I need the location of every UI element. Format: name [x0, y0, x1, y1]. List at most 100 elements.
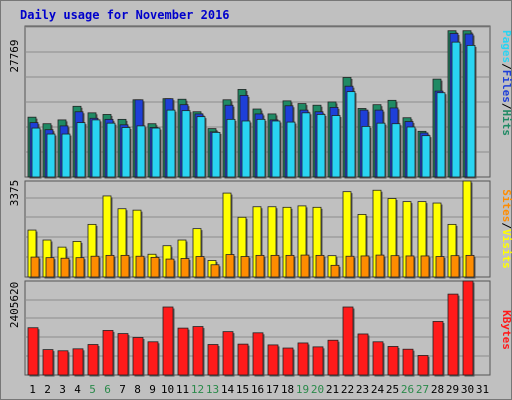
kbytes-bar-day-22-body	[342, 306, 354, 376]
x-tick-label-day-18: 18	[281, 383, 294, 396]
kbytes-bar-day-30	[462, 280, 475, 377]
pages-bar-day-21-body	[331, 115, 341, 178]
x-tick-label-day-23: 23	[356, 383, 369, 396]
kbytes-bar-day-16	[252, 332, 265, 377]
x-tick-label-day-8: 8	[134, 383, 141, 396]
x-tick-label-day-29: 29	[446, 383, 459, 396]
kbytes-bar-day-4-body	[72, 348, 84, 376]
sites-bar-day-1	[30, 256, 41, 279]
pages-bar-day-19-body	[301, 112, 311, 178]
kbytes-bar-day-29	[447, 293, 460, 377]
kbytes-bar-day-11-body	[177, 327, 189, 376]
x-tick-label-day-30: 30	[461, 383, 474, 396]
kbytes-bar-day-10-body	[162, 306, 174, 376]
kbytes-bar-day-28-body	[432, 321, 444, 376]
sites-bar-day-18-body	[285, 254, 295, 278]
kbytes-bar-day-5	[87, 344, 100, 377]
kbytes-bar-day-2-body	[42, 349, 54, 376]
sites-bar-day-14-body	[225, 254, 235, 278]
sites-bar-day-2-body	[45, 257, 55, 278]
pages-bar-day-24	[376, 122, 387, 179]
pages-bar-day-17-body	[271, 120, 281, 178]
sites-bar-day-8	[135, 255, 146, 279]
pages-bar-day-7	[121, 127, 132, 179]
kbytes-bar-day-26	[402, 348, 415, 377]
pages-bar-day-2-body	[46, 133, 56, 178]
x-tick-label-day-20: 20	[311, 383, 324, 396]
sites-bar-day-22	[345, 255, 356, 279]
legend-entry: Pages	[500, 30, 512, 63]
x-tick-label-day-16: 16	[251, 383, 264, 396]
x-tick-label-day-22: 22	[341, 383, 354, 396]
sites-bar-day-21	[330, 264, 341, 279]
pages-bar-day-26-body	[406, 126, 416, 178]
sites-bar-day-18	[285, 254, 296, 279]
sites-bar-day-14	[225, 254, 236, 279]
sites-bar-day-19-body	[300, 254, 310, 278]
sites-bar-day-5-body	[90, 255, 100, 278]
pages-bar-day-8-body	[136, 125, 146, 178]
pages-bar-day-25-body	[391, 123, 401, 178]
x-tick-label-day-28: 28	[431, 383, 444, 396]
kbytes-bar-day-1-body	[27, 327, 39, 376]
kbytes-bar-day-1	[27, 327, 40, 377]
pages-bar-day-19	[301, 112, 312, 179]
sites-bar-day-27-body	[420, 255, 430, 278]
kbytes-bar-day-17	[267, 344, 280, 377]
sites-bar-day-4-body	[75, 257, 85, 278]
sites-bar-day-5	[90, 255, 101, 279]
legend-entry: /	[500, 222, 512, 229]
x-tick-label-day-26: 26	[401, 383, 414, 396]
sites-bar-day-15-body	[240, 256, 250, 278]
sites-bar-day-20	[315, 254, 326, 279]
sites-bar-day-11-body	[180, 258, 190, 278]
kbytes-bar-day-6-body	[102, 330, 114, 376]
pages-bar-day-15	[241, 120, 252, 179]
pages-bar-day-3-body	[61, 133, 71, 178]
pages-bar-day-15-body	[241, 120, 251, 178]
pages-bar-day-23-body	[361, 126, 371, 178]
kbytes-bar-day-17-body	[267, 344, 279, 376]
pages-bar-day-8	[136, 125, 147, 179]
x-tick-label-day-15: 15	[236, 383, 249, 396]
kbytes-bar-day-27-body	[417, 355, 429, 376]
kbytes-bar-day-21	[327, 339, 340, 377]
sites-bar-day-13-body	[210, 264, 220, 278]
kbytes-bar-day-13-body	[207, 344, 219, 376]
sites-bar-day-16-body	[255, 254, 265, 278]
kbytes-bar-day-16-body	[252, 332, 264, 376]
kbytes-bar-day-24-body	[372, 341, 384, 376]
kbytes-bar-day-14	[222, 331, 235, 377]
sites-bar-day-24	[375, 254, 386, 279]
pages-bar-day-1-body	[31, 127, 41, 178]
kbytes-bar-day-15	[237, 343, 250, 377]
sites-bar-day-29-body	[450, 255, 460, 278]
pages-bar-day-22-body	[346, 91, 356, 178]
pages-bar-day-1	[31, 127, 42, 179]
panel-1-ymax-label: 27769	[8, 39, 21, 72]
panel-1-legend: Pages/Files/Hits	[500, 30, 512, 136]
kbytes-bar-day-23	[357, 333, 370, 377]
x-tick-label-day-6: 6	[104, 383, 111, 396]
kbytes-bar-day-13	[207, 344, 220, 377]
sites-bar-day-10	[165, 258, 176, 279]
x-tick-label-day-7: 7	[119, 383, 126, 396]
sites-bar-day-19	[300, 254, 311, 279]
kbytes-bar-day-29-body	[447, 293, 459, 376]
x-tick-label-day-12: 12	[191, 383, 204, 396]
legend-entry: Hits	[500, 110, 512, 137]
sites-bar-day-21-body	[330, 264, 340, 278]
sites-bar-day-17-body	[270, 254, 280, 278]
pages-bar-day-2	[46, 133, 57, 179]
kbytes-bar-day-20-body	[312, 346, 324, 376]
sites-bar-day-3	[60, 257, 71, 279]
kbytes-bar-day-18-body	[282, 347, 294, 376]
sites-bar-day-12-body	[195, 256, 205, 278]
pages-bar-day-30-body	[466, 45, 476, 178]
chart-title: Daily usage for November 2016	[20, 8, 230, 22]
pages-bar-day-28	[436, 92, 447, 179]
sites-bar-day-7-body	[120, 254, 130, 278]
kbytes-bar-day-25	[387, 346, 400, 377]
kbytes-bar-day-8	[132, 337, 145, 377]
